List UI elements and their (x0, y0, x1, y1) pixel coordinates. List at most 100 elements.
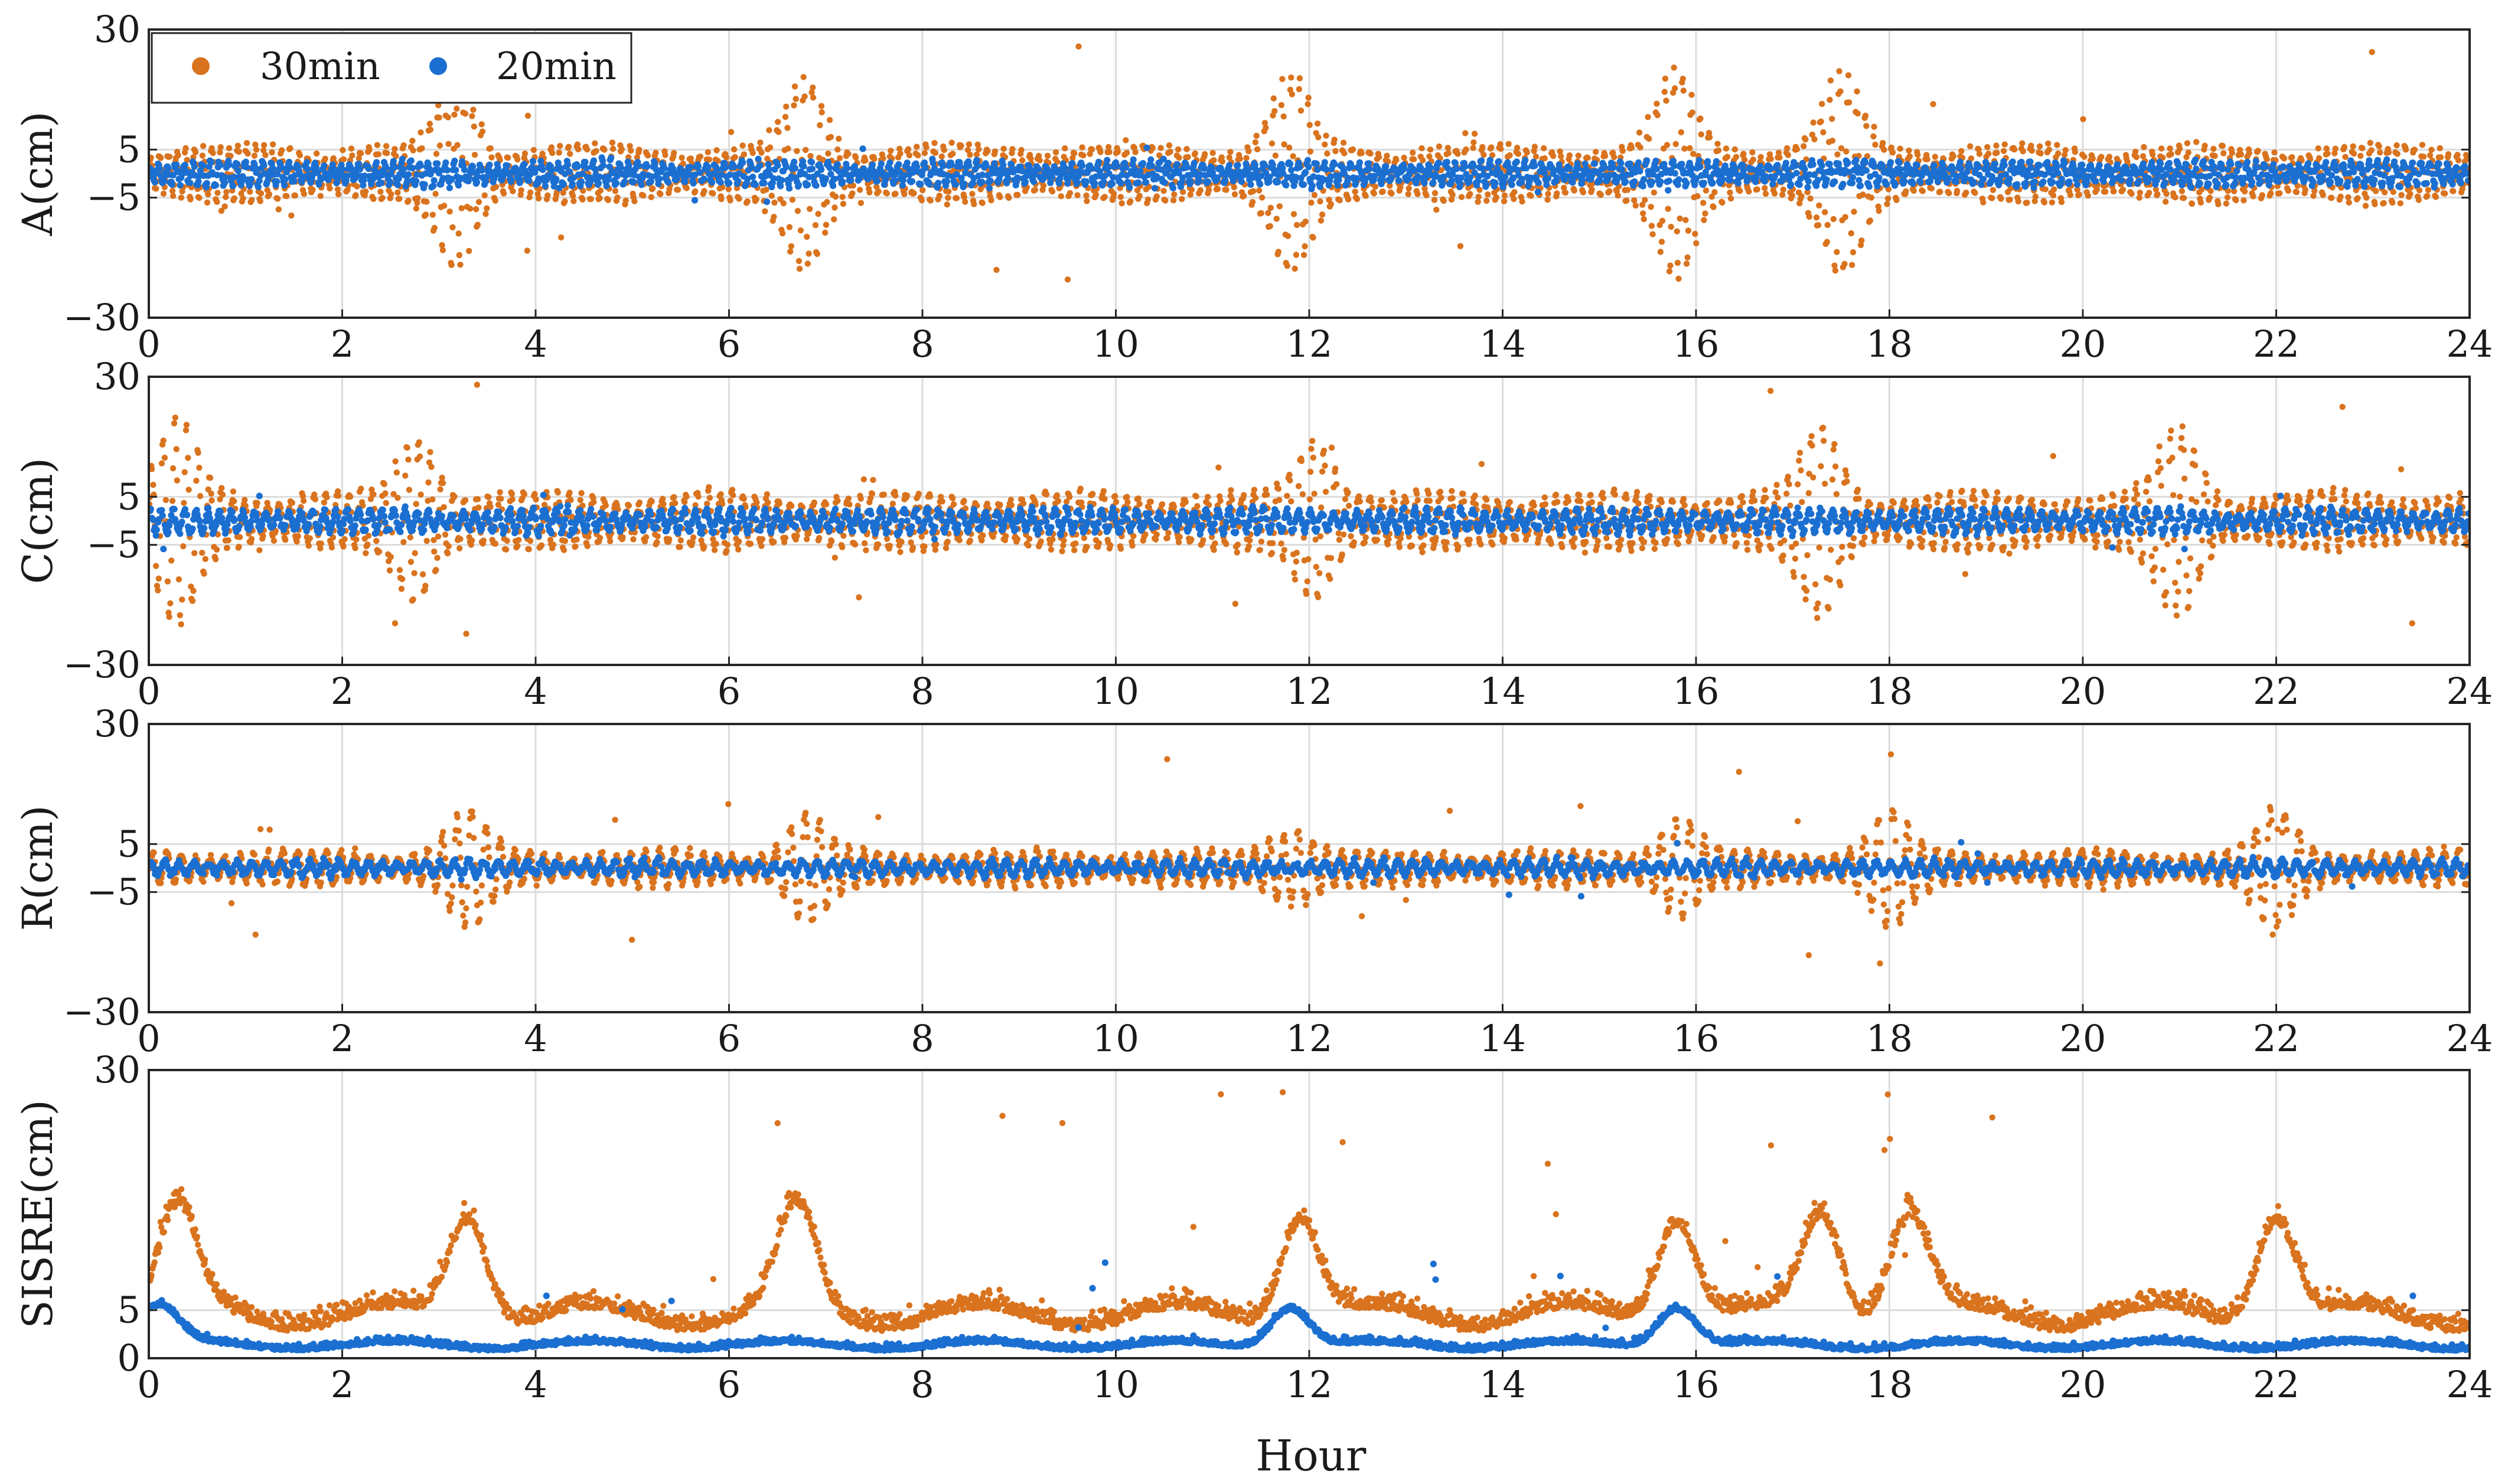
data-point (2310, 193, 2317, 199)
data-point (1719, 199, 1726, 206)
data-point (1532, 154, 1540, 160)
data-point (897, 150, 904, 157)
data-point (2214, 180, 2221, 187)
data-point (839, 194, 846, 200)
data-point (608, 154, 615, 161)
data-point (1261, 162, 1268, 169)
data-point (2445, 166, 2452, 173)
data-point (1187, 191, 1194, 198)
data-point (2206, 194, 2213, 201)
data-point (2233, 197, 2239, 204)
data-point (217, 496, 223, 503)
data-point (2281, 155, 2288, 162)
data-point (487, 145, 494, 152)
data-point (1372, 183, 1379, 190)
data-point (156, 165, 164, 172)
data-point (2127, 176, 2134, 183)
data-point (590, 157, 598, 164)
data-point (901, 172, 908, 179)
data-point (780, 230, 786, 237)
data-point (1865, 183, 1873, 190)
data-point (2367, 139, 2373, 146)
data-point (1287, 161, 1294, 168)
data-point (2394, 151, 2401, 157)
data-point (794, 208, 801, 214)
data-point (1515, 151, 1522, 157)
data-point (831, 175, 838, 182)
data-point (162, 497, 169, 503)
data-point (839, 178, 846, 185)
data-point (958, 174, 965, 182)
data-point (1075, 43, 1082, 50)
data-point (800, 74, 807, 80)
data-point (169, 465, 177, 472)
data-point (859, 145, 866, 152)
data-point (2007, 197, 2013, 203)
data-point (969, 180, 976, 187)
data-point (1779, 173, 1786, 180)
data-point (469, 113, 475, 119)
data-point (728, 129, 735, 135)
data-point (2454, 152, 2461, 158)
data-point (1105, 164, 1112, 171)
data-point (1966, 163, 1974, 170)
data-point (548, 167, 555, 174)
data-point (399, 155, 406, 163)
data-point (1562, 190, 1569, 196)
data-point (2011, 146, 2018, 153)
data-point (1511, 189, 1518, 195)
data-point (1243, 155, 1250, 161)
data-point (187, 196, 194, 203)
data-point (2220, 150, 2227, 156)
data-point (1819, 100, 1825, 107)
data-point (2046, 146, 2053, 153)
data-point (524, 112, 531, 119)
data-point (383, 150, 390, 156)
data-point (1167, 148, 1173, 155)
data-point (1550, 153, 1557, 159)
data-point (377, 188, 384, 195)
data-point (1649, 178, 1656, 185)
data-point (1990, 187, 1997, 193)
data-point (231, 195, 237, 202)
data-point (531, 169, 539, 176)
data-point (1727, 189, 1733, 196)
data-point (1998, 195, 2004, 202)
data-point (153, 185, 159, 192)
data-point (2384, 165, 2391, 172)
data-point (2354, 195, 2361, 201)
data-point (597, 187, 604, 194)
data-point (152, 563, 159, 569)
data-point (1087, 151, 1093, 157)
data-point (2435, 160, 2442, 168)
data-point (1470, 162, 1478, 169)
data-point (752, 181, 759, 188)
data-point (281, 182, 288, 189)
data-point (1237, 155, 1243, 162)
data-point (1662, 76, 1669, 82)
data-point (1313, 160, 1320, 167)
data-point (1271, 107, 1278, 115)
data-point (853, 154, 859, 161)
data-point (2327, 178, 2334, 185)
data-point (1863, 167, 1870, 174)
data-point (1458, 194, 1465, 200)
data-point (1462, 130, 1469, 136)
data-point (223, 194, 229, 200)
data-point (774, 162, 781, 169)
data-point (452, 167, 459, 174)
data-point (1014, 174, 1021, 181)
data-point (1950, 153, 1956, 159)
data-point (2058, 199, 2065, 206)
data-point (2253, 164, 2261, 171)
data-point (761, 180, 768, 187)
data-point (1807, 195, 1814, 202)
data-point (510, 188, 516, 194)
data-point (1054, 158, 1061, 165)
data-point (983, 162, 990, 169)
data-point (1084, 198, 1090, 204)
data-point (1420, 157, 1426, 164)
data-point (569, 181, 576, 188)
data-point (845, 151, 852, 157)
data-point (2223, 181, 2230, 188)
